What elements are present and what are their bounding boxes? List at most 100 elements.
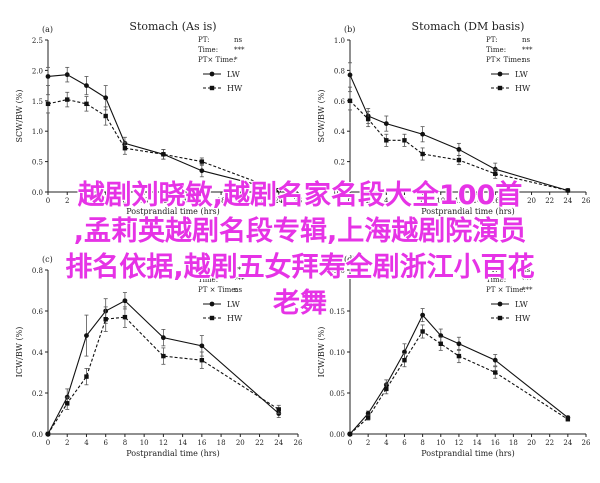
legend-label: HW <box>515 84 531 93</box>
chart-panel: 0 2 4 6 8 10 12 14 16 18 20 22 24 260.00.20.40.60.81.… <box>317 20 591 216</box>
y-axis-label: ICW/BW (%) <box>317 327 326 378</box>
x-tick-label: 0 <box>348 197 352 205</box>
x-tick-label: 12 <box>454 197 463 205</box>
data-point <box>565 188 571 193</box>
y-tick-label: 0.0 <box>32 431 43 439</box>
y-axis-label: SCW/BW (%) <box>15 89 24 142</box>
data-point <box>199 358 205 363</box>
series-line <box>47 316 280 435</box>
x-tick-label: 24 <box>274 439 283 447</box>
y-tick-label: 0.8 <box>32 267 43 275</box>
chart-panel: 0 2 4 6 8 10 12 14 16 18 20 22 24 260.00.20.40.60.8(c… <box>15 255 303 458</box>
y-axis-label: ICW/BW (%) <box>15 327 24 378</box>
y-tick-label: 0.6 <box>32 308 44 316</box>
x-tick-label: 16 <box>197 197 206 205</box>
x-tick-label: 0 <box>348 439 352 447</box>
x-tick-label: 22 <box>255 197 264 205</box>
chart-panel: 0 2 4 6 8 10 12 14 16 18 20 22 24 260.000.050.100.150… <box>317 255 591 458</box>
overlay-line: 排名依据,越剧五女拜寿全剧浙江小百花 <box>65 252 535 283</box>
x-tick-label: 12 <box>454 439 463 447</box>
x-tick-label: 8 <box>420 197 424 205</box>
stat-label: PT: <box>198 36 210 44</box>
data-point <box>402 349 407 355</box>
overlay-line: 越剧刘晓敏,越剧名家名段大全100首 <box>77 180 523 211</box>
data-point <box>438 341 443 346</box>
data-point <box>456 147 462 152</box>
x-tick-label: 6 <box>103 197 108 205</box>
panel-label: (b) <box>344 25 355 34</box>
x-tick-label: 2 <box>65 197 69 205</box>
y-tick-label: 0.4 <box>334 128 346 136</box>
legend-label: LW <box>515 300 529 309</box>
y-tick-label: 0.5 <box>32 159 43 167</box>
legend-marker <box>497 85 503 91</box>
x-tick-label: 10 <box>140 197 149 205</box>
data-point <box>384 386 389 392</box>
stat-label: Time: <box>486 276 506 284</box>
x-tick-label: 20 <box>527 439 536 447</box>
data-point <box>456 341 462 347</box>
legend-label: HW <box>227 84 243 93</box>
data-point <box>122 314 128 320</box>
x-tick-label: 0 <box>46 439 50 447</box>
data-point <box>383 121 389 126</box>
x-axis-label: Postprandial time (hrs) <box>421 449 515 458</box>
stat-label: PT× Time: <box>486 56 524 64</box>
stat-value: *** <box>522 286 533 294</box>
x-tick-label: 20 <box>527 197 536 205</box>
x-tick-label: 16 <box>491 197 500 205</box>
x-tick-label: 26 <box>294 197 303 205</box>
data-point <box>103 317 108 322</box>
data-point <box>276 407 281 412</box>
data-point <box>84 83 89 88</box>
data-point <box>122 146 128 151</box>
stat-label: PT × Time: <box>486 286 526 294</box>
overlay-caption: 越剧刘晓敏,越剧名家名段大全100首 ,孟莉英越剧名段专辑,上海越剧院演员 排名… <box>0 178 600 322</box>
x-tick-label: 24 <box>563 439 572 447</box>
data-point <box>456 353 462 359</box>
x-tick-label: 10 <box>436 439 445 447</box>
series-line <box>349 100 568 192</box>
data-point <box>402 358 407 363</box>
data-point <box>65 401 70 406</box>
data-point <box>492 357 498 363</box>
series-HW: HW <box>45 84 281 193</box>
y-tick-label: 2.5 <box>32 37 43 45</box>
chart-title: Stomach (DM basis) <box>412 20 525 33</box>
x-tick-label: 2 <box>65 439 69 447</box>
x-tick-label: 4 <box>84 197 89 205</box>
stat-value: ** <box>234 266 242 274</box>
data-point <box>347 98 353 103</box>
x-tick-label: 12 <box>159 197 168 205</box>
x-tick-label: 2 <box>366 439 370 447</box>
x-tick-label: 12 <box>159 439 168 447</box>
x-tick-label: 6 <box>402 439 407 447</box>
y-tick-label: 2.0 <box>32 67 43 75</box>
data-point <box>199 168 205 174</box>
stat-label: PT × Time: <box>198 286 238 294</box>
data-point <box>160 335 166 341</box>
stat-label: PT: <box>198 266 210 274</box>
y-tick-label: 1.0 <box>32 128 43 136</box>
x-tick-label: 10 <box>140 439 149 447</box>
data-point <box>347 72 353 78</box>
legend-label: LW <box>227 300 241 309</box>
data-point <box>103 113 108 119</box>
x-tick-label: 4 <box>384 439 389 447</box>
legend-marker <box>209 71 215 77</box>
data-point <box>493 370 498 375</box>
y-tick-label: 1.0 <box>334 37 345 45</box>
x-tick-label: 26 <box>582 197 591 205</box>
y-tick-label: 0.2 <box>334 159 345 167</box>
stat-label: Time: <box>486 46 506 54</box>
stat-label: Time: <box>198 46 218 54</box>
data-point <box>45 74 51 79</box>
y-tick-label: 0.0 <box>32 189 43 197</box>
x-axis-label: Postprandial time (hrs) <box>421 207 515 216</box>
x-tick-label: 18 <box>217 197 226 205</box>
data-point <box>45 431 51 437</box>
x-axis-label: Postprandial time (hrs) <box>126 449 220 458</box>
data-point <box>122 298 128 304</box>
x-tick-label: 22 <box>545 439 554 447</box>
legend-marker <box>209 85 215 91</box>
